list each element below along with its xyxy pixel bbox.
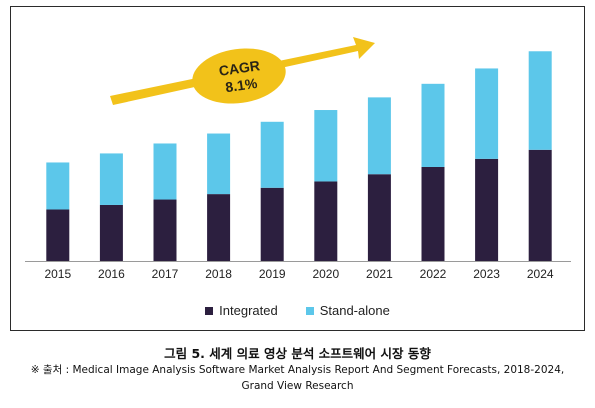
bar-integrated-2024 (528, 149, 552, 261)
bar-stand-alone-2017 (153, 143, 177, 200)
bar-integrated-2019 (260, 187, 284, 261)
x-tick-label-2019: 2019 (259, 267, 286, 281)
x-tick-label-2022: 2022 (420, 267, 447, 281)
legend: Integrated Stand-alone (11, 303, 584, 318)
cagr-value: 8.1% (224, 75, 258, 95)
x-tick-label-2017: 2017 (152, 267, 179, 281)
x-tick-label-2024: 2024 (527, 267, 554, 281)
bar-integrated-2017 (153, 199, 177, 261)
bar-stand-alone-2019 (260, 121, 284, 188)
bar-integrated-2020 (314, 181, 338, 261)
figure-caption-title: 그림 5. 세계 의료 영상 분석 소프트웨어 시장 동향 (164, 346, 431, 361)
source-line-1: ※ 출처 : Medical Image Analysis Software M… (30, 364, 565, 376)
legend-swatch-integrated (205, 306, 214, 315)
bar-stand-alone-2024 (528, 51, 552, 150)
x-tick-label-2018: 2018 (205, 267, 232, 281)
bar-integrated-2015 (46, 209, 70, 261)
bar-integrated-2022 (421, 166, 445, 261)
stacked-bar-chart: 2015 2016 2017 2018 2019 2020 2021 2022 2023 2024… (25, 37, 571, 281)
x-tick-label-2021: 2021 (366, 267, 393, 281)
legend-item-stand-alone: Stand-alone (305, 303, 390, 318)
bar-stand-alone-2015 (46, 162, 70, 210)
bar-integrated-2018 (207, 194, 231, 261)
bar-stand-alone-2022 (421, 83, 445, 167)
bar-stand-alone-2020 (314, 110, 338, 182)
bar-integrated-2021 (367, 174, 391, 261)
bar-stand-alone-2021 (367, 97, 391, 175)
x-tick-label-2020: 2020 (312, 267, 339, 281)
x-tick-label-2016: 2016 (98, 267, 125, 281)
cagr-ellipse (192, 48, 286, 104)
legend-label-stand-alone: Stand-alone (319, 303, 390, 318)
bar-integrated-2016 (99, 204, 123, 261)
chart-frame: 2015 2016 2017 2018 2019 2020 2021 2022 2023 2024… (10, 6, 585, 331)
source-line-2: Grand View Research (241, 380, 354, 392)
bar-stand-alone-2023 (475, 68, 499, 159)
bar-integrated-2023 (475, 158, 499, 261)
x-tick-label-2015: 2015 (44, 267, 71, 281)
bar-stand-alone-2018 (207, 133, 231, 195)
figure-source-note: ※ 출처 : Medical Image Analysis Software M… (0, 362, 595, 394)
legend-label-integrated: Integrated (219, 303, 278, 318)
legend-item-integrated: Integrated (205, 303, 278, 318)
legend-swatch-stand-alone (305, 306, 314, 315)
bar-stand-alone-2016 (99, 153, 123, 205)
cagr-label: CAGR (218, 57, 261, 79)
x-tick-label-2023: 2023 (473, 267, 500, 281)
